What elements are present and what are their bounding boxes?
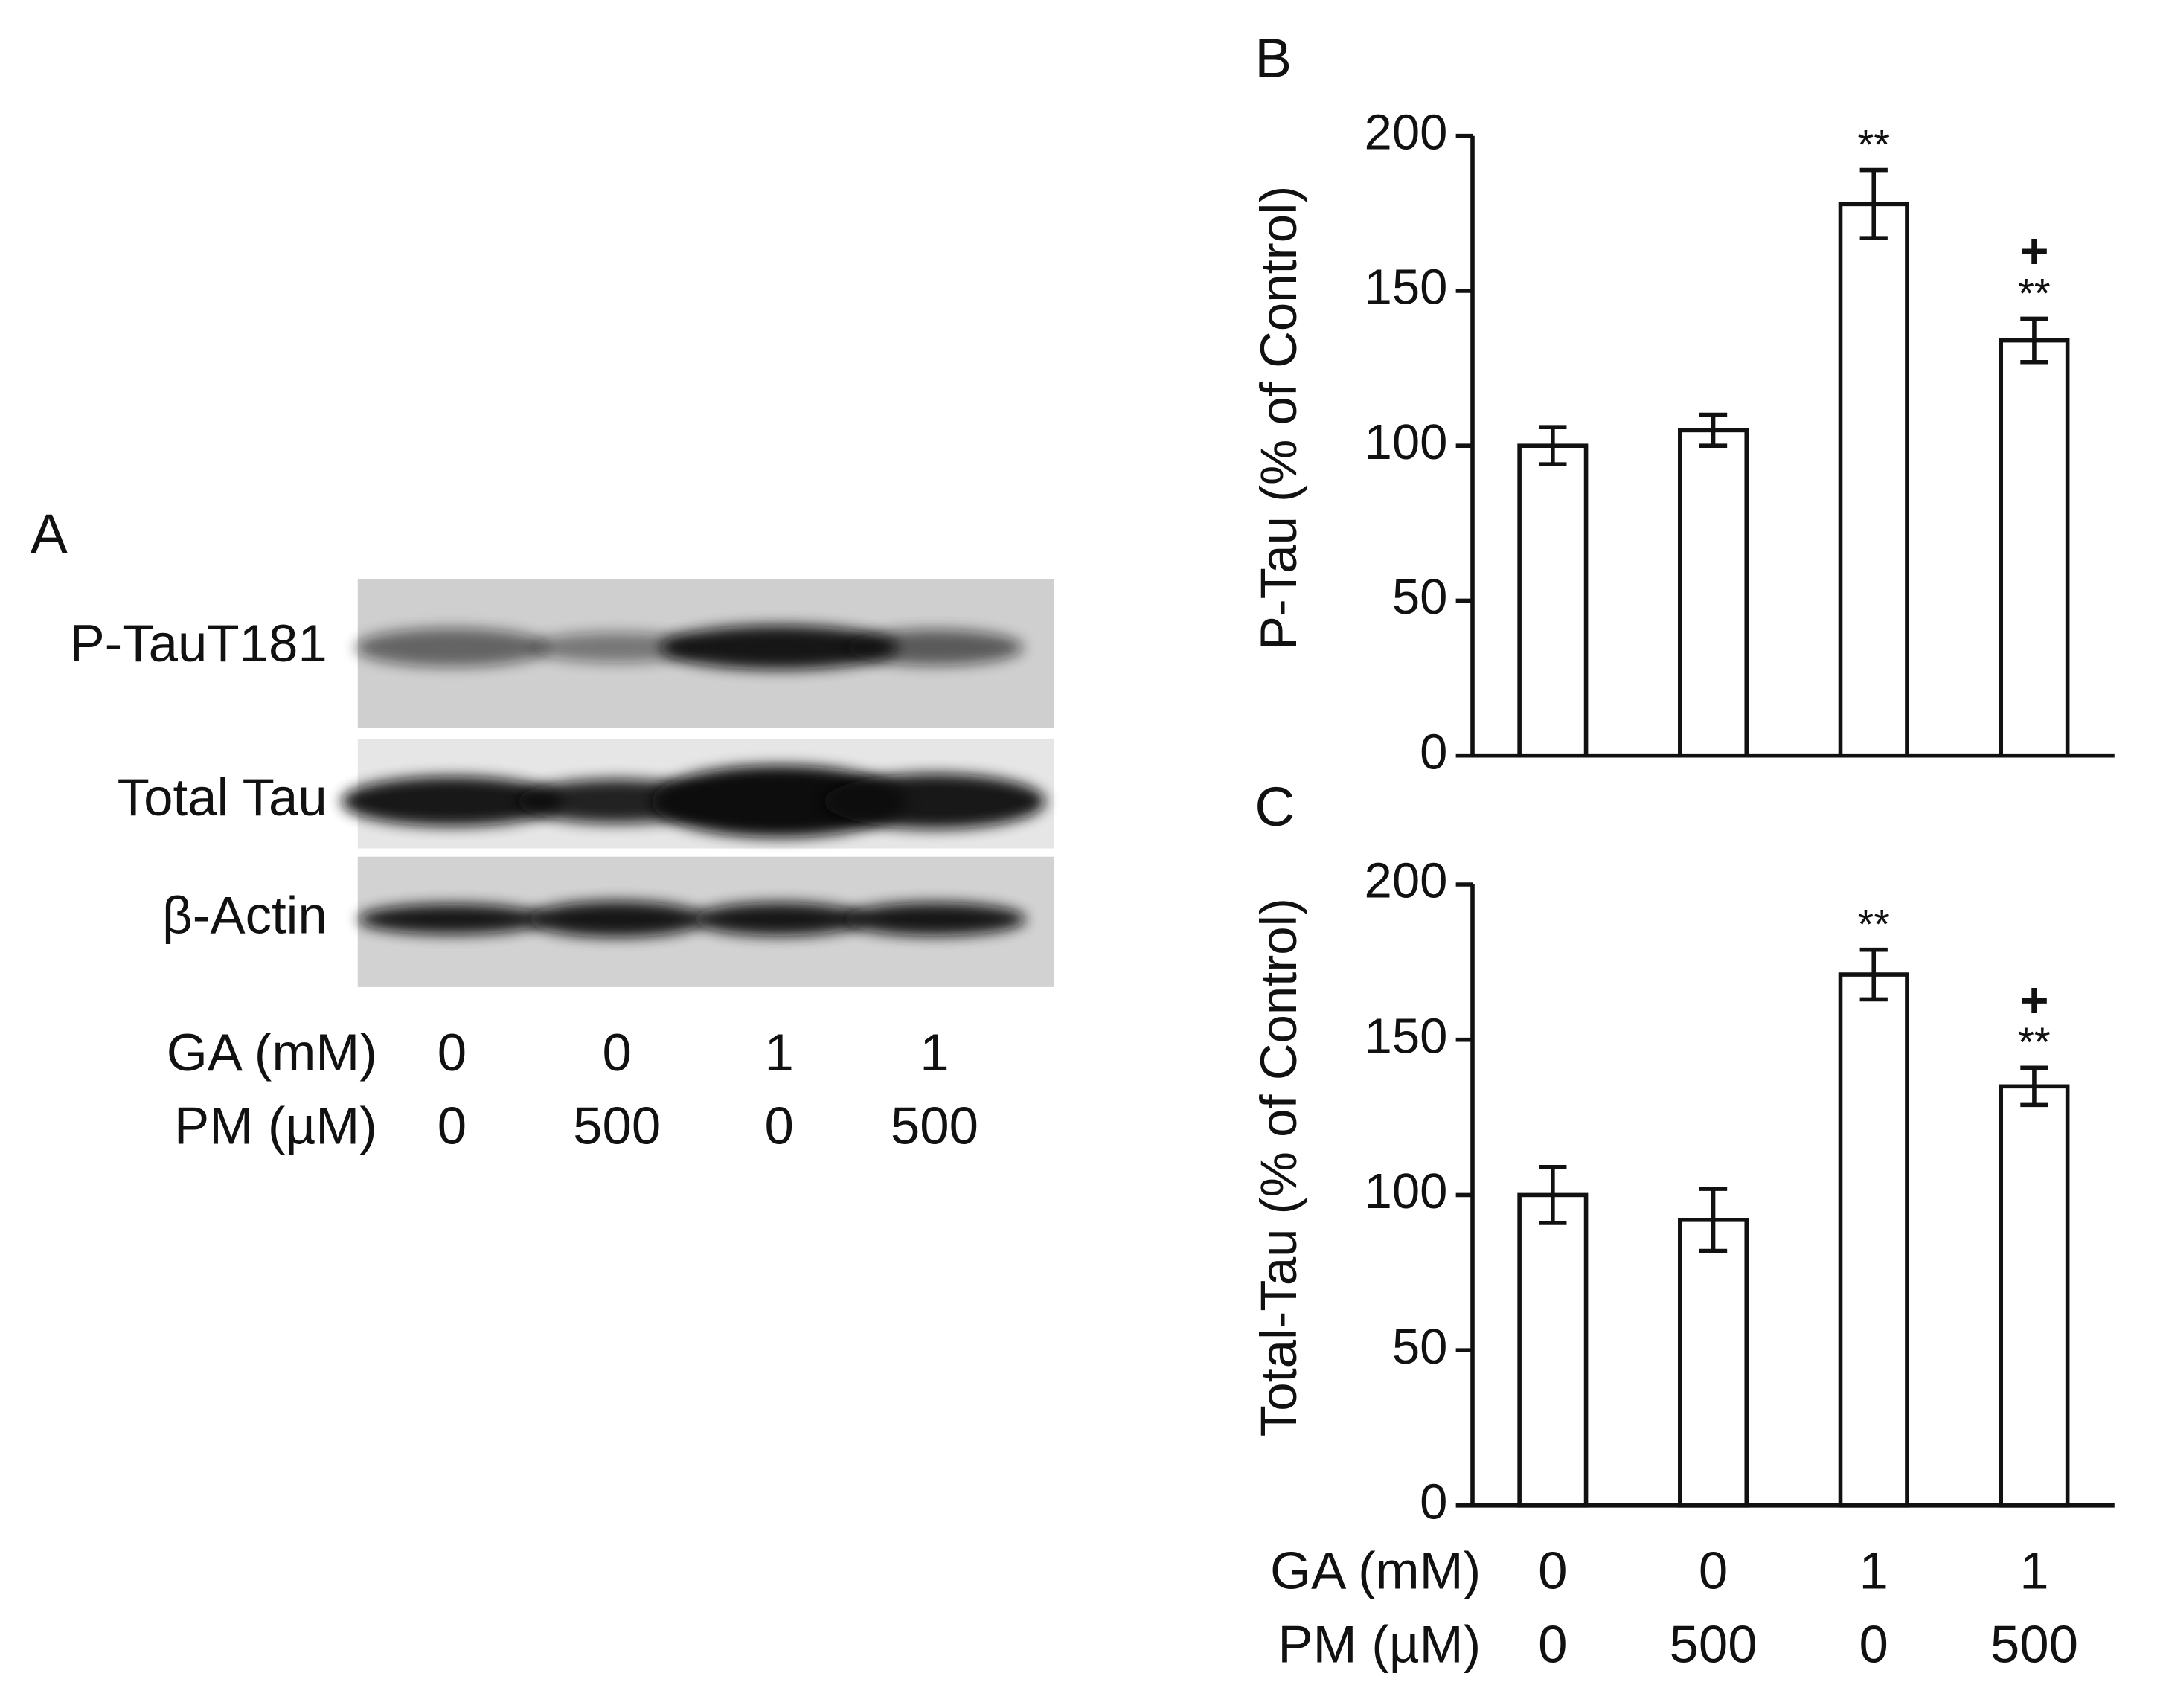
x-row-value: 1 — [2019, 1542, 2048, 1601]
bar — [1838, 972, 1909, 1508]
y-tick-label: 200 — [1365, 104, 1448, 160]
bar — [1678, 428, 1749, 758]
blot-band — [823, 773, 1046, 829]
blot-band — [845, 629, 1024, 666]
error-bar — [1699, 412, 1728, 449]
panel-label: A — [31, 503, 68, 565]
significance-marker: ** — [1857, 901, 1890, 948]
bar — [1517, 1192, 1589, 1508]
condition-label: GA (mM) — [167, 1024, 377, 1082]
bar — [1999, 1084, 2070, 1508]
panel-label: C — [1254, 776, 1295, 838]
condition-value: 0 — [438, 1097, 467, 1156]
y-axis-label: P-Tau (% of Control) — [1250, 186, 1307, 650]
y-tick-label: 150 — [1365, 260, 1448, 315]
error-bar — [1539, 425, 1567, 466]
blot-band — [842, 902, 1026, 936]
blot-band — [355, 628, 549, 667]
significance-marker: + — [2019, 972, 2048, 1028]
y-tick-label: 0 — [1420, 1474, 1447, 1530]
blot-band — [528, 901, 706, 937]
panel-label: B — [1254, 28, 1292, 89]
bar — [1999, 338, 2070, 758]
x-row-value: 500 — [1669, 1615, 1757, 1674]
y-tick-label: 50 — [1392, 1319, 1448, 1375]
error-bar — [2020, 1065, 2048, 1108]
condition-value: 0 — [765, 1097, 794, 1156]
x-row-label: GA (mM) — [1270, 1542, 1481, 1601]
error-bar — [1859, 167, 1888, 240]
blot-band — [357, 904, 547, 935]
x-row-label: PM (µM) — [1278, 1615, 1481, 1674]
y-tick-label: 50 — [1392, 569, 1448, 625]
blot-row-label: P-TauT181 — [69, 614, 327, 673]
x-row-value: 0 — [1538, 1542, 1567, 1601]
y-tick-label: 200 — [1365, 853, 1448, 909]
bar — [1678, 1218, 1749, 1508]
significance-marker: ** — [2018, 269, 2051, 316]
significance-marker: ** — [2018, 1018, 2051, 1065]
x-row-value: 1 — [1859, 1542, 1888, 1601]
error-bar — [1539, 1165, 1567, 1225]
blot-band — [341, 776, 563, 826]
blot-band — [531, 632, 703, 663]
y-axis-label: Total-Tau (% of Control) — [1250, 898, 1307, 1436]
y-tick-label: 100 — [1365, 1163, 1448, 1219]
bar — [1838, 202, 1909, 758]
y-tick-label: 100 — [1365, 414, 1448, 470]
condition-value: 0 — [438, 1024, 467, 1082]
condition-value: 1 — [920, 1024, 949, 1082]
condition-label: PM (µM) — [174, 1097, 377, 1156]
x-row-value: 0 — [1699, 1542, 1728, 1601]
error-bar — [1699, 1187, 1728, 1253]
x-row-value: 0 — [1538, 1615, 1567, 1674]
blot-row-label: Total Tau — [118, 768, 327, 827]
blot-band — [651, 765, 907, 838]
blot-band — [693, 902, 865, 936]
y-tick-label: 0 — [1420, 724, 1447, 780]
blot-band — [660, 625, 899, 670]
condition-value: 0 — [603, 1024, 632, 1082]
condition-value: 1 — [765, 1024, 794, 1082]
y-tick-label: 150 — [1365, 1008, 1448, 1064]
condition-value: 500 — [891, 1097, 978, 1156]
error-bar — [1859, 947, 1888, 1002]
significance-marker: ** — [1857, 121, 1890, 167]
error-bar — [2020, 316, 2048, 365]
significance-marker: + — [2019, 223, 2048, 279]
bar — [1517, 443, 1589, 758]
condition-value: 500 — [573, 1097, 661, 1156]
blot-row-label: β-Actin — [162, 886, 327, 945]
x-row-value: 0 — [1859, 1615, 1888, 1674]
x-row-value: 500 — [1990, 1615, 2078, 1674]
